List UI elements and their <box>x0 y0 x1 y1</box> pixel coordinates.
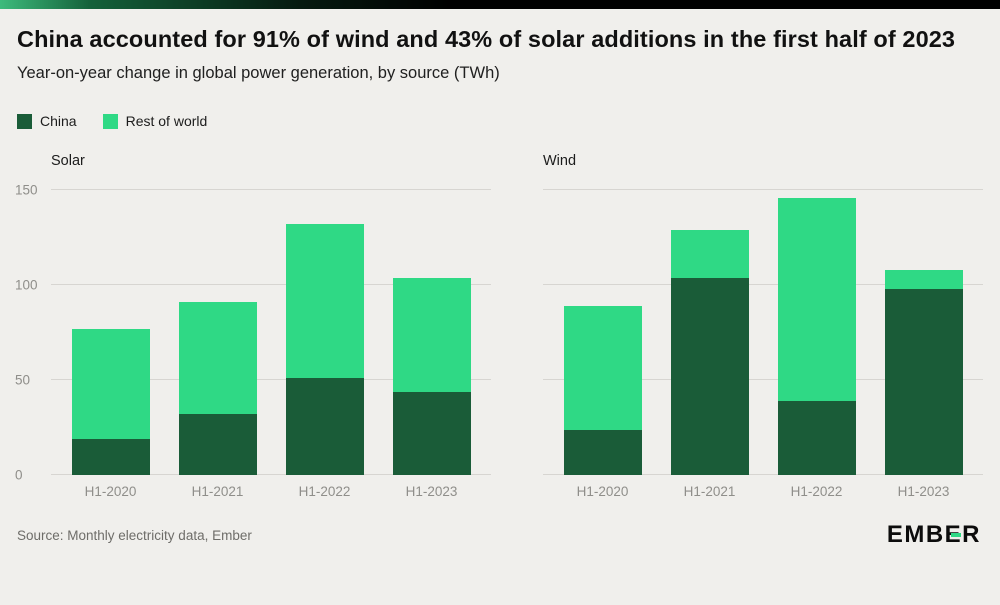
ember-logo: EMBER <box>887 523 981 547</box>
ember-logo-green-accent <box>951 533 961 538</box>
segment-rest-of-world <box>178 302 257 415</box>
segment-china <box>392 391 471 476</box>
segment-china <box>777 401 856 476</box>
x-axis-label: H1-2022 <box>298 484 351 500</box>
bars-group <box>543 190 983 476</box>
bar-solar-h1-2021 <box>178 190 257 476</box>
gridline <box>51 284 491 286</box>
bar-wind-h1-2020 <box>563 190 642 476</box>
segment-china <box>670 277 749 476</box>
charts-row: Solar 0 50 100 150 H1-2020 H1-2021 H1-2022 H1-20… <box>15 153 983 499</box>
bar-wind-h1-2023 <box>884 190 963 476</box>
segment-china <box>71 439 150 476</box>
gridline <box>543 379 983 381</box>
footer: Source: Monthly electricity data, Ember … <box>17 523 983 547</box>
x-axis-label: H1-2023 <box>897 484 950 500</box>
chart-subtitle: Year-on-year change in global power gene… <box>17 64 500 83</box>
segment-rest-of-world <box>777 197 856 402</box>
legend-item-rest-of-world: Rest of world <box>102 113 208 130</box>
legend-label: China <box>40 113 77 130</box>
gridline <box>51 379 491 381</box>
bars-group <box>51 190 491 476</box>
bar-solar-h1-2022 <box>285 190 364 476</box>
x-axis-label: H1-2020 <box>84 484 137 500</box>
chart-card: China accounted for 91% of wind and 43% … <box>0 24 1000 547</box>
panel-title-wind: Wind <box>543 153 577 170</box>
y-axis-label: 0 <box>15 467 23 483</box>
x-axis-label: H1-2021 <box>191 484 244 500</box>
gridline <box>543 284 983 286</box>
gridline <box>543 474 983 476</box>
segment-china <box>285 378 364 476</box>
segment-rest-of-world <box>563 306 642 430</box>
legend-swatch <box>102 113 118 129</box>
brand-gradient-strip <box>0 0 1000 9</box>
legend-swatch <box>17 113 32 129</box>
segment-china <box>884 289 963 476</box>
plot-area: 0 50 100 150 <box>15 183 491 483</box>
x-axis: H1-2020 H1-2021 H1-2022 H1-2023 <box>543 484 983 499</box>
bar-wind-h1-2021 <box>670 190 749 476</box>
ember-logo-text: EMBER <box>886 521 981 549</box>
bar-solar-h1-2020 <box>71 190 150 476</box>
segment-rest-of-world <box>884 270 963 290</box>
segment-rest-of-world <box>285 224 364 379</box>
segment-china <box>178 414 257 476</box>
plot-area <box>543 189 983 476</box>
gridline <box>543 189 983 191</box>
x-axis-label: H1-2020 <box>576 484 629 500</box>
bar-wind-h1-2022 <box>777 190 856 476</box>
gridline <box>51 474 491 476</box>
legend: China Rest of world <box>17 113 983 129</box>
y-axis-label: 150 <box>15 182 38 198</box>
bar-solar-h1-2023 <box>392 190 471 476</box>
x-axis-label: H1-2023 <box>405 484 458 500</box>
y-axis-label: 50 <box>15 372 31 388</box>
segment-china <box>563 429 642 476</box>
x-axis: H1-2020 H1-2021 H1-2022 H1-2023 <box>51 484 491 499</box>
segment-rest-of-world <box>670 230 749 278</box>
y-axis-label: 100 <box>15 277 38 293</box>
x-axis-label: H1-2021 <box>683 484 736 500</box>
segment-rest-of-world <box>392 277 471 392</box>
chart-solar: Solar 0 50 100 150 H1-2020 H1-2021 H1-2022 H1-20… <box>15 153 491 499</box>
chart-title: China accounted for 91% of wind and 43% … <box>17 26 956 52</box>
legend-label: Rest of world <box>125 113 208 130</box>
gridline <box>51 189 491 191</box>
x-axis-label: H1-2022 <box>790 484 843 500</box>
segment-rest-of-world <box>71 328 150 440</box>
panel-title-solar: Solar <box>51 153 85 170</box>
source-note: Source: Monthly electricity data, Ember <box>17 527 252 543</box>
chart-wind: Wind H1-2020 H1-2021 H1-2022 H1-2023 <box>543 153 983 499</box>
legend-item-china: China <box>17 113 77 129</box>
